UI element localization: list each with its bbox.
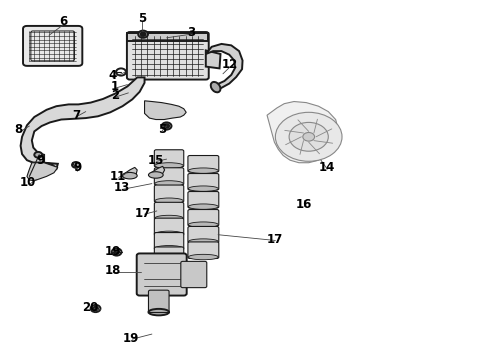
Ellipse shape xyxy=(188,168,219,173)
Text: 1: 1 xyxy=(111,80,119,93)
Ellipse shape xyxy=(188,254,219,260)
Polygon shape xyxy=(27,163,58,181)
Circle shape xyxy=(91,305,100,312)
Text: 17: 17 xyxy=(266,233,283,246)
Ellipse shape xyxy=(148,172,163,178)
Polygon shape xyxy=(206,50,220,68)
Text: 19: 19 xyxy=(104,245,121,258)
Text: 17: 17 xyxy=(135,207,151,220)
Polygon shape xyxy=(21,77,145,163)
Circle shape xyxy=(72,162,80,168)
Circle shape xyxy=(289,122,328,151)
Ellipse shape xyxy=(148,309,169,315)
Text: 20: 20 xyxy=(82,301,99,314)
Circle shape xyxy=(138,31,148,38)
Text: 5: 5 xyxy=(158,123,166,136)
Circle shape xyxy=(141,32,146,36)
FancyBboxPatch shape xyxy=(137,253,187,296)
Text: 4: 4 xyxy=(109,69,117,82)
Text: 8: 8 xyxy=(15,123,23,136)
FancyBboxPatch shape xyxy=(188,242,219,258)
Circle shape xyxy=(34,152,42,158)
FancyBboxPatch shape xyxy=(127,33,208,41)
Ellipse shape xyxy=(155,215,183,221)
Ellipse shape xyxy=(188,186,219,192)
FancyBboxPatch shape xyxy=(188,226,219,243)
FancyBboxPatch shape xyxy=(154,247,184,264)
Text: 16: 16 xyxy=(295,198,312,211)
FancyBboxPatch shape xyxy=(148,290,169,313)
Ellipse shape xyxy=(188,222,219,228)
Polygon shape xyxy=(206,44,243,91)
Text: 2: 2 xyxy=(111,89,119,102)
Text: 13: 13 xyxy=(113,181,130,194)
FancyBboxPatch shape xyxy=(154,218,184,235)
Ellipse shape xyxy=(155,198,183,204)
FancyBboxPatch shape xyxy=(188,210,219,226)
FancyBboxPatch shape xyxy=(188,156,219,172)
Ellipse shape xyxy=(155,246,183,251)
Ellipse shape xyxy=(188,239,219,244)
Polygon shape xyxy=(145,101,186,120)
Polygon shape xyxy=(151,166,165,176)
Circle shape xyxy=(116,68,126,76)
FancyBboxPatch shape xyxy=(154,185,184,202)
Circle shape xyxy=(275,112,342,161)
Ellipse shape xyxy=(188,204,219,210)
Ellipse shape xyxy=(122,172,137,179)
Polygon shape xyxy=(32,163,58,171)
Circle shape xyxy=(162,122,172,130)
Text: 15: 15 xyxy=(147,154,164,167)
Text: 7: 7 xyxy=(72,109,80,122)
Text: 9: 9 xyxy=(36,154,44,167)
Polygon shape xyxy=(267,102,338,163)
FancyBboxPatch shape xyxy=(23,26,82,66)
FancyBboxPatch shape xyxy=(188,174,219,190)
Text: 19: 19 xyxy=(123,332,140,345)
FancyBboxPatch shape xyxy=(154,150,184,167)
FancyBboxPatch shape xyxy=(181,261,207,288)
Ellipse shape xyxy=(34,163,54,170)
Ellipse shape xyxy=(211,82,220,92)
FancyBboxPatch shape xyxy=(154,168,184,185)
FancyBboxPatch shape xyxy=(127,32,209,80)
Circle shape xyxy=(164,124,169,128)
Polygon shape xyxy=(123,167,137,177)
Ellipse shape xyxy=(155,163,183,168)
Text: 12: 12 xyxy=(222,58,239,71)
Text: 10: 10 xyxy=(19,176,36,189)
Circle shape xyxy=(112,248,122,256)
Ellipse shape xyxy=(155,181,183,186)
FancyBboxPatch shape xyxy=(154,233,184,250)
Circle shape xyxy=(114,250,119,254)
Text: 3: 3 xyxy=(187,26,195,39)
Text: 14: 14 xyxy=(319,161,336,174)
Ellipse shape xyxy=(155,260,183,266)
FancyBboxPatch shape xyxy=(154,202,184,220)
Text: 18: 18 xyxy=(104,264,121,277)
Text: 5: 5 xyxy=(138,12,146,24)
Text: 11: 11 xyxy=(109,170,126,183)
Circle shape xyxy=(93,307,98,310)
Text: 6: 6 xyxy=(60,15,68,28)
FancyBboxPatch shape xyxy=(188,192,219,208)
Text: 9: 9 xyxy=(74,161,81,174)
Circle shape xyxy=(303,132,315,141)
Ellipse shape xyxy=(155,231,183,237)
